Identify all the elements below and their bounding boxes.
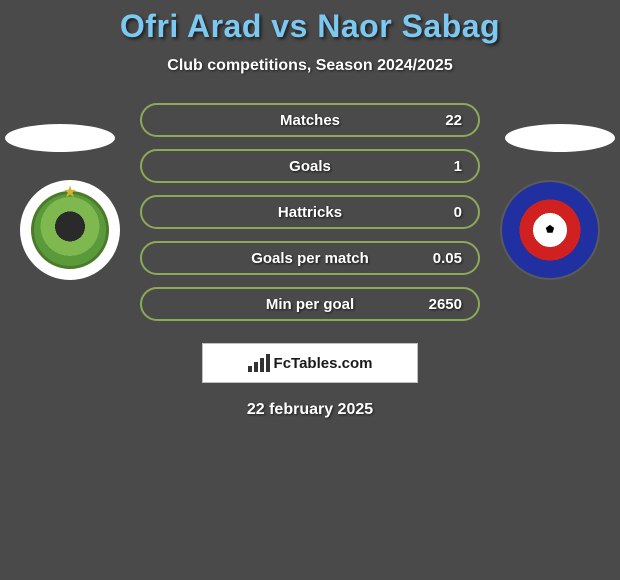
- stat-row-goals: Goals 1: [140, 149, 480, 183]
- player-left-ellipse: [5, 124, 115, 152]
- star-icon: ★: [63, 182, 77, 202]
- stat-label: Hattricks: [278, 204, 342, 221]
- stat-label: Min per goal: [266, 296, 354, 313]
- club-badge-right: [500, 180, 600, 280]
- football-icon: [537, 217, 563, 243]
- stat-value: 0.05: [433, 250, 462, 267]
- bar-chart-icon: [248, 354, 270, 372]
- stat-label: Goals: [289, 158, 331, 175]
- subtitle: Club competitions, Season 2024/2025: [0, 57, 620, 75]
- stat-row-goals-per-match: Goals per match 0.05: [140, 241, 480, 275]
- stat-row-hattricks: Hattricks 0: [140, 195, 480, 229]
- player-right-ellipse: [505, 124, 615, 152]
- club-badge-left: ★: [20, 180, 120, 280]
- stat-value: 1: [454, 158, 462, 175]
- club-badge-left-inner: ★: [31, 191, 109, 269]
- stat-value: 0: [454, 204, 462, 221]
- stat-value: 22: [445, 112, 462, 129]
- stat-label: Matches: [280, 112, 340, 129]
- stat-row-matches: Matches 22: [140, 103, 480, 137]
- stats-list: Matches 22 Goals 1 Hattricks 0 Goals per…: [140, 103, 480, 321]
- brand-text: FcTables.com: [274, 355, 373, 372]
- stat-value: 2650: [429, 296, 462, 313]
- stat-label: Goals per match: [251, 250, 369, 267]
- page-title: Ofri Arad vs Naor Sabag: [0, 8, 620, 45]
- comparison-card: Ofri Arad vs Naor Sabag Club competition…: [0, 0, 620, 419]
- stat-row-min-per-goal: Min per goal 2650: [140, 287, 480, 321]
- date-label: 22 february 2025: [0, 401, 620, 419]
- brand-badge[interactable]: FcTables.com: [202, 343, 418, 383]
